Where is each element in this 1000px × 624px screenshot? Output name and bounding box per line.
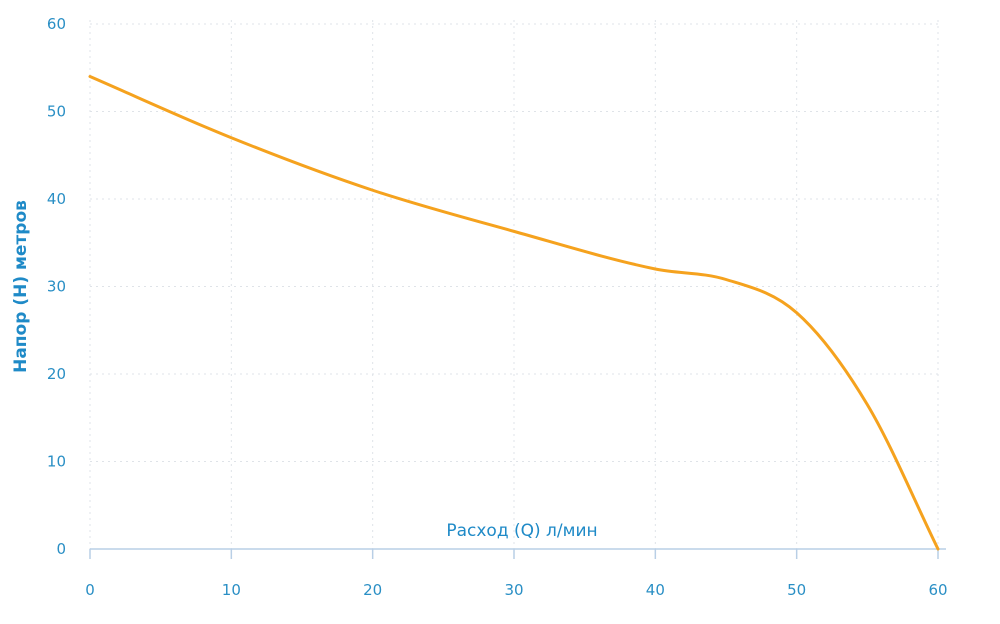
y-tick-label: 10 [47, 453, 66, 471]
y-tick-label: 20 [47, 365, 66, 383]
y-tick-label: 30 [47, 278, 66, 296]
x-tick-label: 50 [787, 581, 806, 599]
x-tick-label: 10 [222, 581, 241, 599]
x-tick-label: 20 [363, 581, 382, 599]
x-tick-label: 40 [646, 581, 665, 599]
y-tick-label: 60 [47, 15, 66, 33]
x-tick-label: 30 [504, 581, 523, 599]
series-line [88, 75, 940, 551]
y-tick-label: 50 [47, 103, 66, 121]
y-tick-label: 0 [56, 540, 66, 558]
y-axis: 0 10 20 30 40 50 60 [47, 15, 66, 558]
x-tick-label: 60 [928, 581, 947, 599]
y-tick-label: 40 [47, 190, 66, 208]
x-axis: 0 10 20 30 40 50 60 [85, 548, 948, 599]
x-axis-title: Расход (Q) л/мин [446, 521, 597, 541]
x-tick-label: 0 [85, 581, 95, 599]
series-layer [88, 75, 940, 551]
y-axis-title: Напор (H) метров [11, 200, 31, 373]
grid [89, 20, 940, 549]
